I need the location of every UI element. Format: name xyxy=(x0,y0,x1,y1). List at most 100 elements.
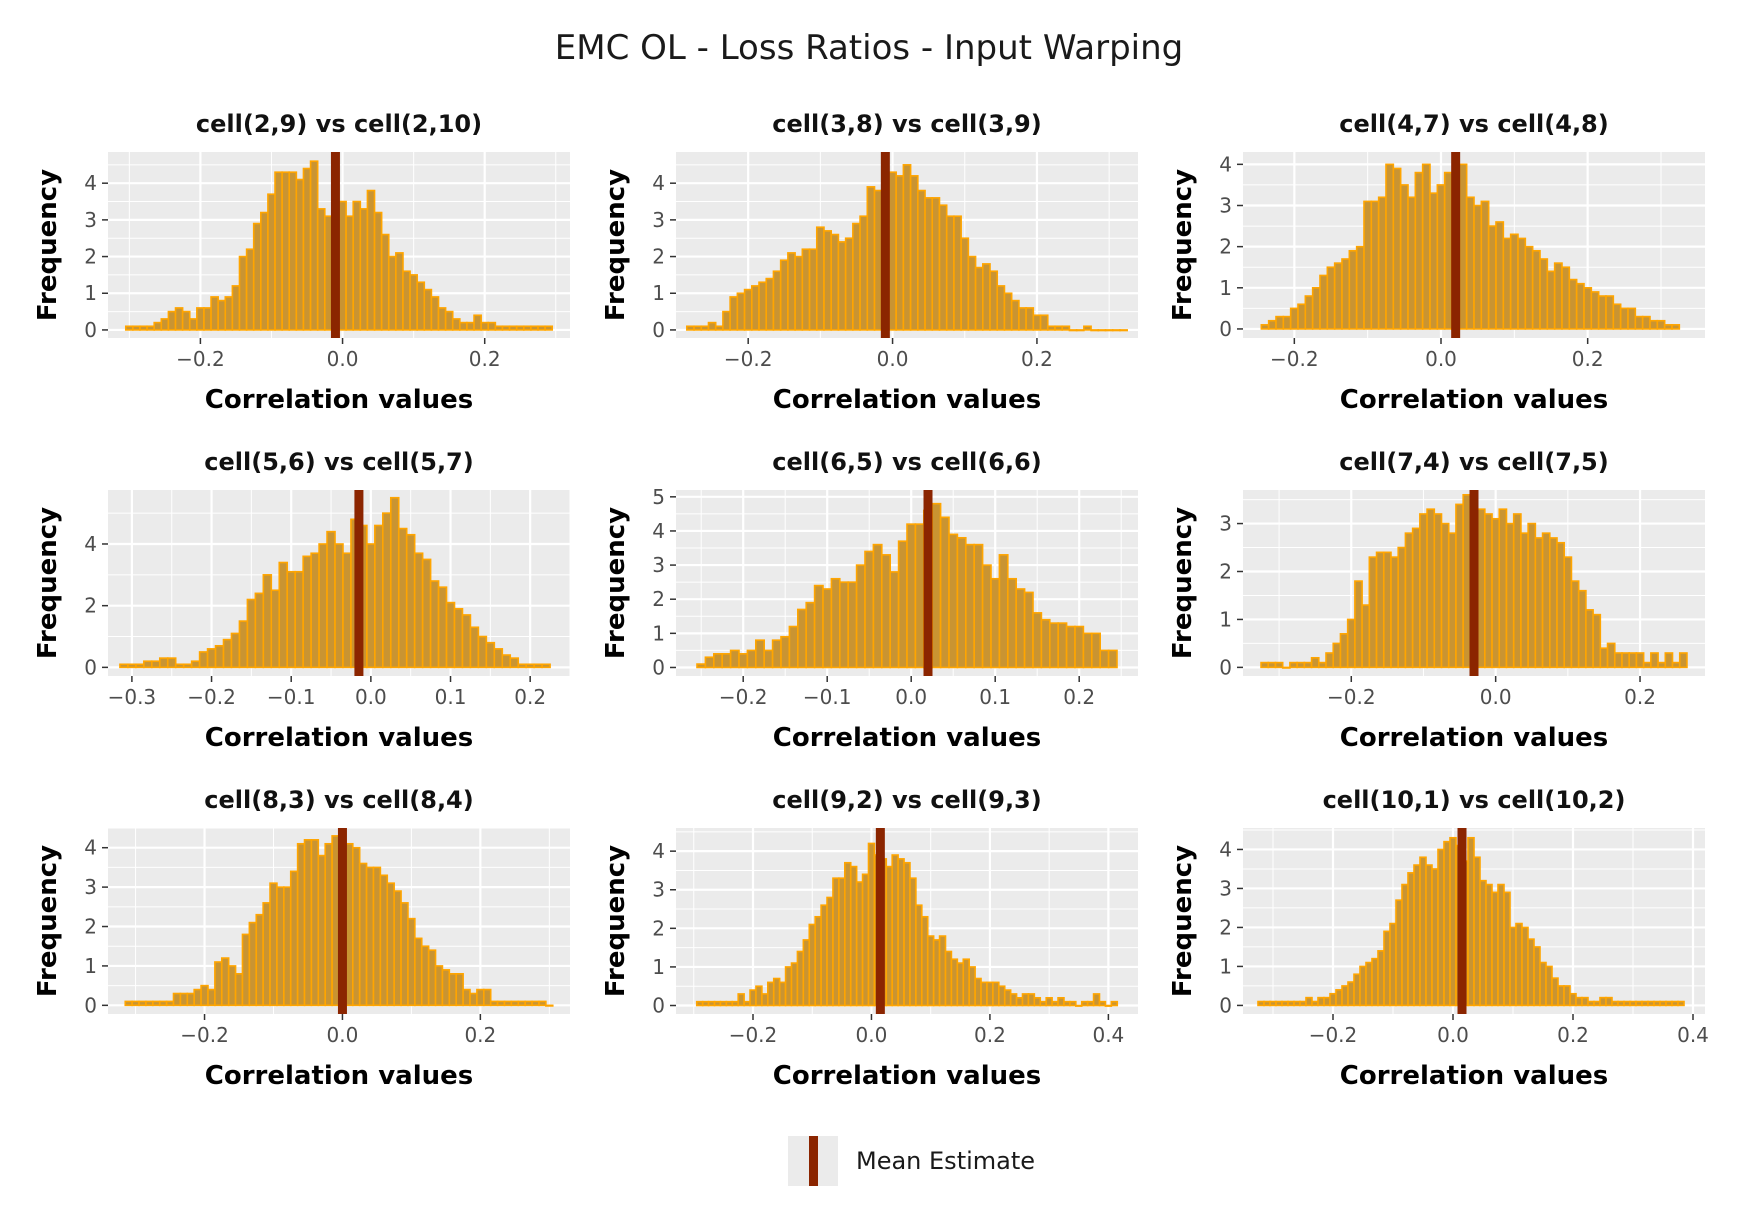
y-tick-label: 0 xyxy=(652,318,665,342)
x-axis-title: Correlation values xyxy=(205,1061,473,1091)
histogram-bar xyxy=(124,1000,133,1007)
histogram-bar xyxy=(1075,1004,1083,1007)
histogram-bar xyxy=(386,882,395,1007)
histogram-bar xyxy=(808,248,818,331)
histogram-bar xyxy=(1281,666,1291,669)
histogram-bar xyxy=(1010,299,1020,331)
histogram-bar xyxy=(278,561,289,669)
histogram-bar xyxy=(541,663,551,669)
x-tick-label: 0.1 xyxy=(435,685,467,709)
histogram-bar xyxy=(989,270,999,331)
histogram-bar xyxy=(909,175,919,331)
histogram-bar xyxy=(145,1000,154,1007)
histogram-bar xyxy=(802,939,811,1007)
histogram-bar xyxy=(323,215,333,331)
histogram-bar xyxy=(1419,856,1427,1007)
histogram-bar xyxy=(1275,1000,1283,1007)
histogram-bar xyxy=(1018,307,1027,331)
mean-estimate-line xyxy=(330,152,340,338)
histogram-bar xyxy=(407,917,416,1007)
x-tick-label: 0.2 xyxy=(469,347,501,371)
x-tick-label: 0.1 xyxy=(979,685,1011,709)
histogram-bar xyxy=(1521,926,1529,1007)
histogram-bar xyxy=(151,660,161,669)
facet-panel: cell(7,4) vs cell(7,5) −0.2 0.0 0.2 0 1 2 3 Corr… xyxy=(1168,448,1705,753)
histogram-bar xyxy=(1599,647,1609,669)
histogram-bar xyxy=(206,648,217,669)
histogram-bar xyxy=(1401,883,1409,1007)
histogram-bar xyxy=(832,877,840,1007)
histogram-bar xyxy=(1086,1000,1095,1007)
histogram-bar xyxy=(1612,303,1622,330)
histogram-bar xyxy=(480,321,490,331)
x-tick-label: 0.0 xyxy=(355,685,387,709)
histogram-bar xyxy=(1377,196,1387,330)
histogram-bar xyxy=(772,270,782,331)
histogram-bar xyxy=(389,496,400,669)
histogram-bar xyxy=(515,325,525,331)
facet-panel: cell(9,2) vs cell(9,3) −0.2 0.0 0.2 0.4 0 1 2 3 4… xyxy=(601,786,1138,1091)
histogram-bar xyxy=(158,1000,168,1007)
histogram-bar xyxy=(755,985,763,1007)
histogram-bar xyxy=(1583,286,1593,330)
histogram-bar xyxy=(1045,996,1053,1007)
x-tick-label: 0.0 xyxy=(1480,685,1512,709)
legend-label: Mean Estimate xyxy=(856,1147,1036,1175)
histogram-bar xyxy=(837,241,847,331)
histogram-bar xyxy=(459,321,468,331)
legend: Mean Estimate xyxy=(788,1136,1035,1186)
histogram-bar xyxy=(476,988,485,1007)
histogram-bar xyxy=(1619,307,1629,330)
histogram-bar xyxy=(1267,661,1277,669)
histogram-bar xyxy=(1057,622,1068,669)
histogram-bar xyxy=(1502,237,1512,330)
histogram-bar xyxy=(1546,270,1556,330)
histogram-bar xyxy=(1382,551,1392,669)
x-tick-label: −0.2 xyxy=(719,685,768,709)
histogram-bar xyxy=(246,598,257,669)
y-tick-label: 3 xyxy=(652,553,665,577)
histogram-bar xyxy=(1046,325,1056,331)
histogram-bar xyxy=(269,882,278,1007)
histogram-bar xyxy=(483,988,492,1007)
histogram-bar xyxy=(1326,266,1336,330)
histogram-bar xyxy=(1054,325,1064,331)
y-tick-label: 0 xyxy=(1219,317,1232,341)
histogram-bar xyxy=(1414,171,1424,330)
y-tick-label: 1 xyxy=(652,621,665,645)
histogram-bar xyxy=(1517,237,1527,330)
histogram-bar xyxy=(217,299,227,331)
x-tick-label: 0.2 xyxy=(1557,1023,1589,1047)
histogram-bar xyxy=(1649,319,1659,330)
histogram-bar xyxy=(153,321,163,331)
histogram-bar xyxy=(1269,1000,1277,1007)
histogram-bar xyxy=(1426,508,1436,669)
histogram-bar xyxy=(1275,315,1285,330)
histogram-bar xyxy=(953,215,962,331)
histogram-bar xyxy=(252,222,262,331)
histogram-bar xyxy=(714,325,724,331)
histogram-bar xyxy=(1104,1004,1113,1007)
histogram-bar xyxy=(801,248,811,331)
histogram-bar xyxy=(855,564,866,669)
histogram-bar xyxy=(270,589,281,669)
histogram-bar xyxy=(805,601,816,669)
histogram-bar xyxy=(956,962,965,1007)
histogram-bar xyxy=(1305,996,1313,1007)
x-tick-label: −0.2 xyxy=(187,685,236,709)
x-tick-label: 0.4 xyxy=(1092,1023,1124,1047)
histogram-bar xyxy=(1623,1000,1631,1007)
histogram-bar xyxy=(725,1000,734,1007)
histogram-bar xyxy=(496,1000,506,1007)
histogram-bar xyxy=(397,527,408,669)
y-tick-label: 1 xyxy=(84,281,97,305)
histogram-bar xyxy=(749,989,757,1007)
histogram-bar xyxy=(917,189,926,331)
histogram-bar xyxy=(968,966,976,1007)
histogram-bar xyxy=(262,902,271,1007)
histogram-bar xyxy=(719,1000,728,1007)
histogram-bar xyxy=(405,533,416,669)
histogram-bar xyxy=(938,204,948,331)
y-axis-title: Frequency xyxy=(601,845,631,997)
histogram-bar xyxy=(1329,992,1337,1007)
